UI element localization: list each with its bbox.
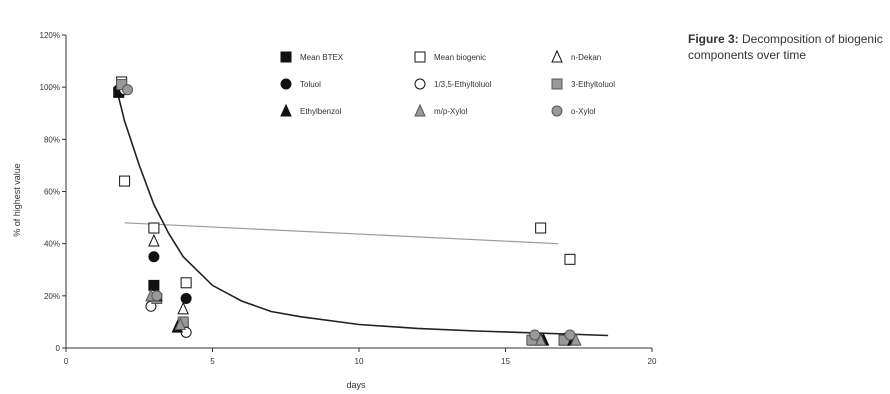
legend-item-ethylbenzol: Ethylbenzol — [280, 103, 342, 117]
point-toluol — [148, 251, 160, 263]
legend-label-3-ethyltoluol: 3-Ethyltoluol — [571, 80, 615, 89]
legend-marker-mean-biogenic — [414, 51, 426, 63]
point-o-xylol — [151, 290, 163, 302]
point-m-p-xylol — [570, 332, 582, 346]
legend-item-m-p-xylol: m/p-Xylol — [414, 103, 468, 117]
y-tick-label: 80% — [44, 135, 60, 144]
legend-item-toluol: Toluol — [280, 78, 321, 90]
point-toluol — [180, 292, 192, 304]
point-mean-biogenic — [535, 222, 547, 234]
legend-item-3-ethyltoluol: 3-Ethyltoluol — [551, 78, 615, 90]
point-mean-btex — [148, 279, 160, 291]
point-m-p-xylol — [174, 317, 187, 331]
x-tick-label: 10 — [355, 357, 364, 366]
legend-marker-mean-btex — [280, 51, 292, 63]
legend-label-toluol: Toluol — [300, 80, 321, 89]
x-axis-label: days — [346, 380, 366, 390]
linear-trendline — [124, 222, 559, 245]
y-tick-label: 100% — [40, 83, 60, 92]
point-m-p-xylol — [534, 332, 547, 346]
figure-caption-text: Decomposition of biogenic components ove… — [688, 32, 883, 62]
point-mean-biogenic — [180, 277, 192, 289]
legend-marker-toluol — [280, 78, 292, 90]
legend-marker-1-3-5-ethyltoluol — [414, 78, 426, 90]
legend-label-1-3-5-ethyltoluol: 1/3,5-Ethyltoluol — [434, 80, 492, 89]
legend-marker-m-p-xylol — [414, 103, 426, 117]
y-tick-label: 40% — [44, 240, 60, 249]
axes — [62, 34, 653, 352]
x-tick-label: 5 — [210, 357, 215, 366]
legend-label-o-xylol: o-Xylol — [571, 107, 596, 116]
legend-marker-3-ethyltoluol — [551, 78, 563, 90]
legend-label-mean-biogenic: Mean biogenic — [434, 53, 486, 62]
point-mean-biogenic — [119, 175, 131, 187]
point-mean-biogenic — [564, 253, 576, 265]
point-o-xylol — [564, 329, 576, 341]
point-n-dekan — [148, 233, 160, 247]
point-mean-biogenic — [148, 222, 160, 234]
figure-caption: Figure 3: Decomposition of biogenic comp… — [688, 31, 884, 63]
y-tick-label: 60% — [44, 188, 60, 197]
figure-caption-label: Figure 3: — [688, 32, 739, 46]
y-tick-label: 0 — [56, 344, 61, 353]
y-tick-label: 20% — [44, 292, 60, 301]
point-o-xylol — [122, 84, 134, 96]
x-tick-label: 15 — [501, 357, 510, 366]
legend-label-mean-btex: Mean BTEX — [300, 53, 344, 62]
legend-item-mean-biogenic: Mean biogenic — [414, 51, 486, 63]
legend-label-ethylbenzol: Ethylbenzol — [300, 107, 342, 116]
tick-labels: 0 5 10 15 20 0 20% 40% 60% 80% 100% 120% — [40, 31, 657, 366]
legend-marker-n-dekan — [551, 49, 563, 63]
data-points — [113, 76, 582, 346]
y-tick-label: 120% — [40, 31, 60, 40]
legend-item-n-dekan: n-Dekan — [551, 49, 601, 63]
point-o-xylol — [529, 329, 541, 341]
legend-label-n-dekan: n-Dekan — [571, 53, 601, 62]
y-axis-label: % of highest value — [12, 163, 22, 237]
legend-item-mean-btex: Mean BTEX — [280, 51, 344, 63]
legend: Mean BTEX Mean biogenic n-Dekan Toluol 1/3,5… — [280, 49, 615, 117]
legend-label-m-p-xylol: m/p-Xylol — [434, 107, 468, 116]
legend-marker-o-xylol — [551, 105, 563, 117]
point-n-dekan — [177, 301, 189, 315]
trendlines — [117, 97, 609, 337]
legend-marker-ethylbenzol — [280, 103, 292, 117]
legend-item-1-3-5-ethyltoluol: 1/3,5-Ethyltoluol — [414, 78, 492, 90]
legend-item-o-xylol: o-Xylol — [551, 105, 596, 117]
x-tick-label: 20 — [648, 357, 657, 366]
exponential-trendline — [117, 97, 609, 337]
x-tick-label: 0 — [64, 357, 69, 366]
scatter-chart: 0 5 10 15 20 0 20% 40% 60% 80% 100% 120% % of highe… — [12, 31, 657, 390]
